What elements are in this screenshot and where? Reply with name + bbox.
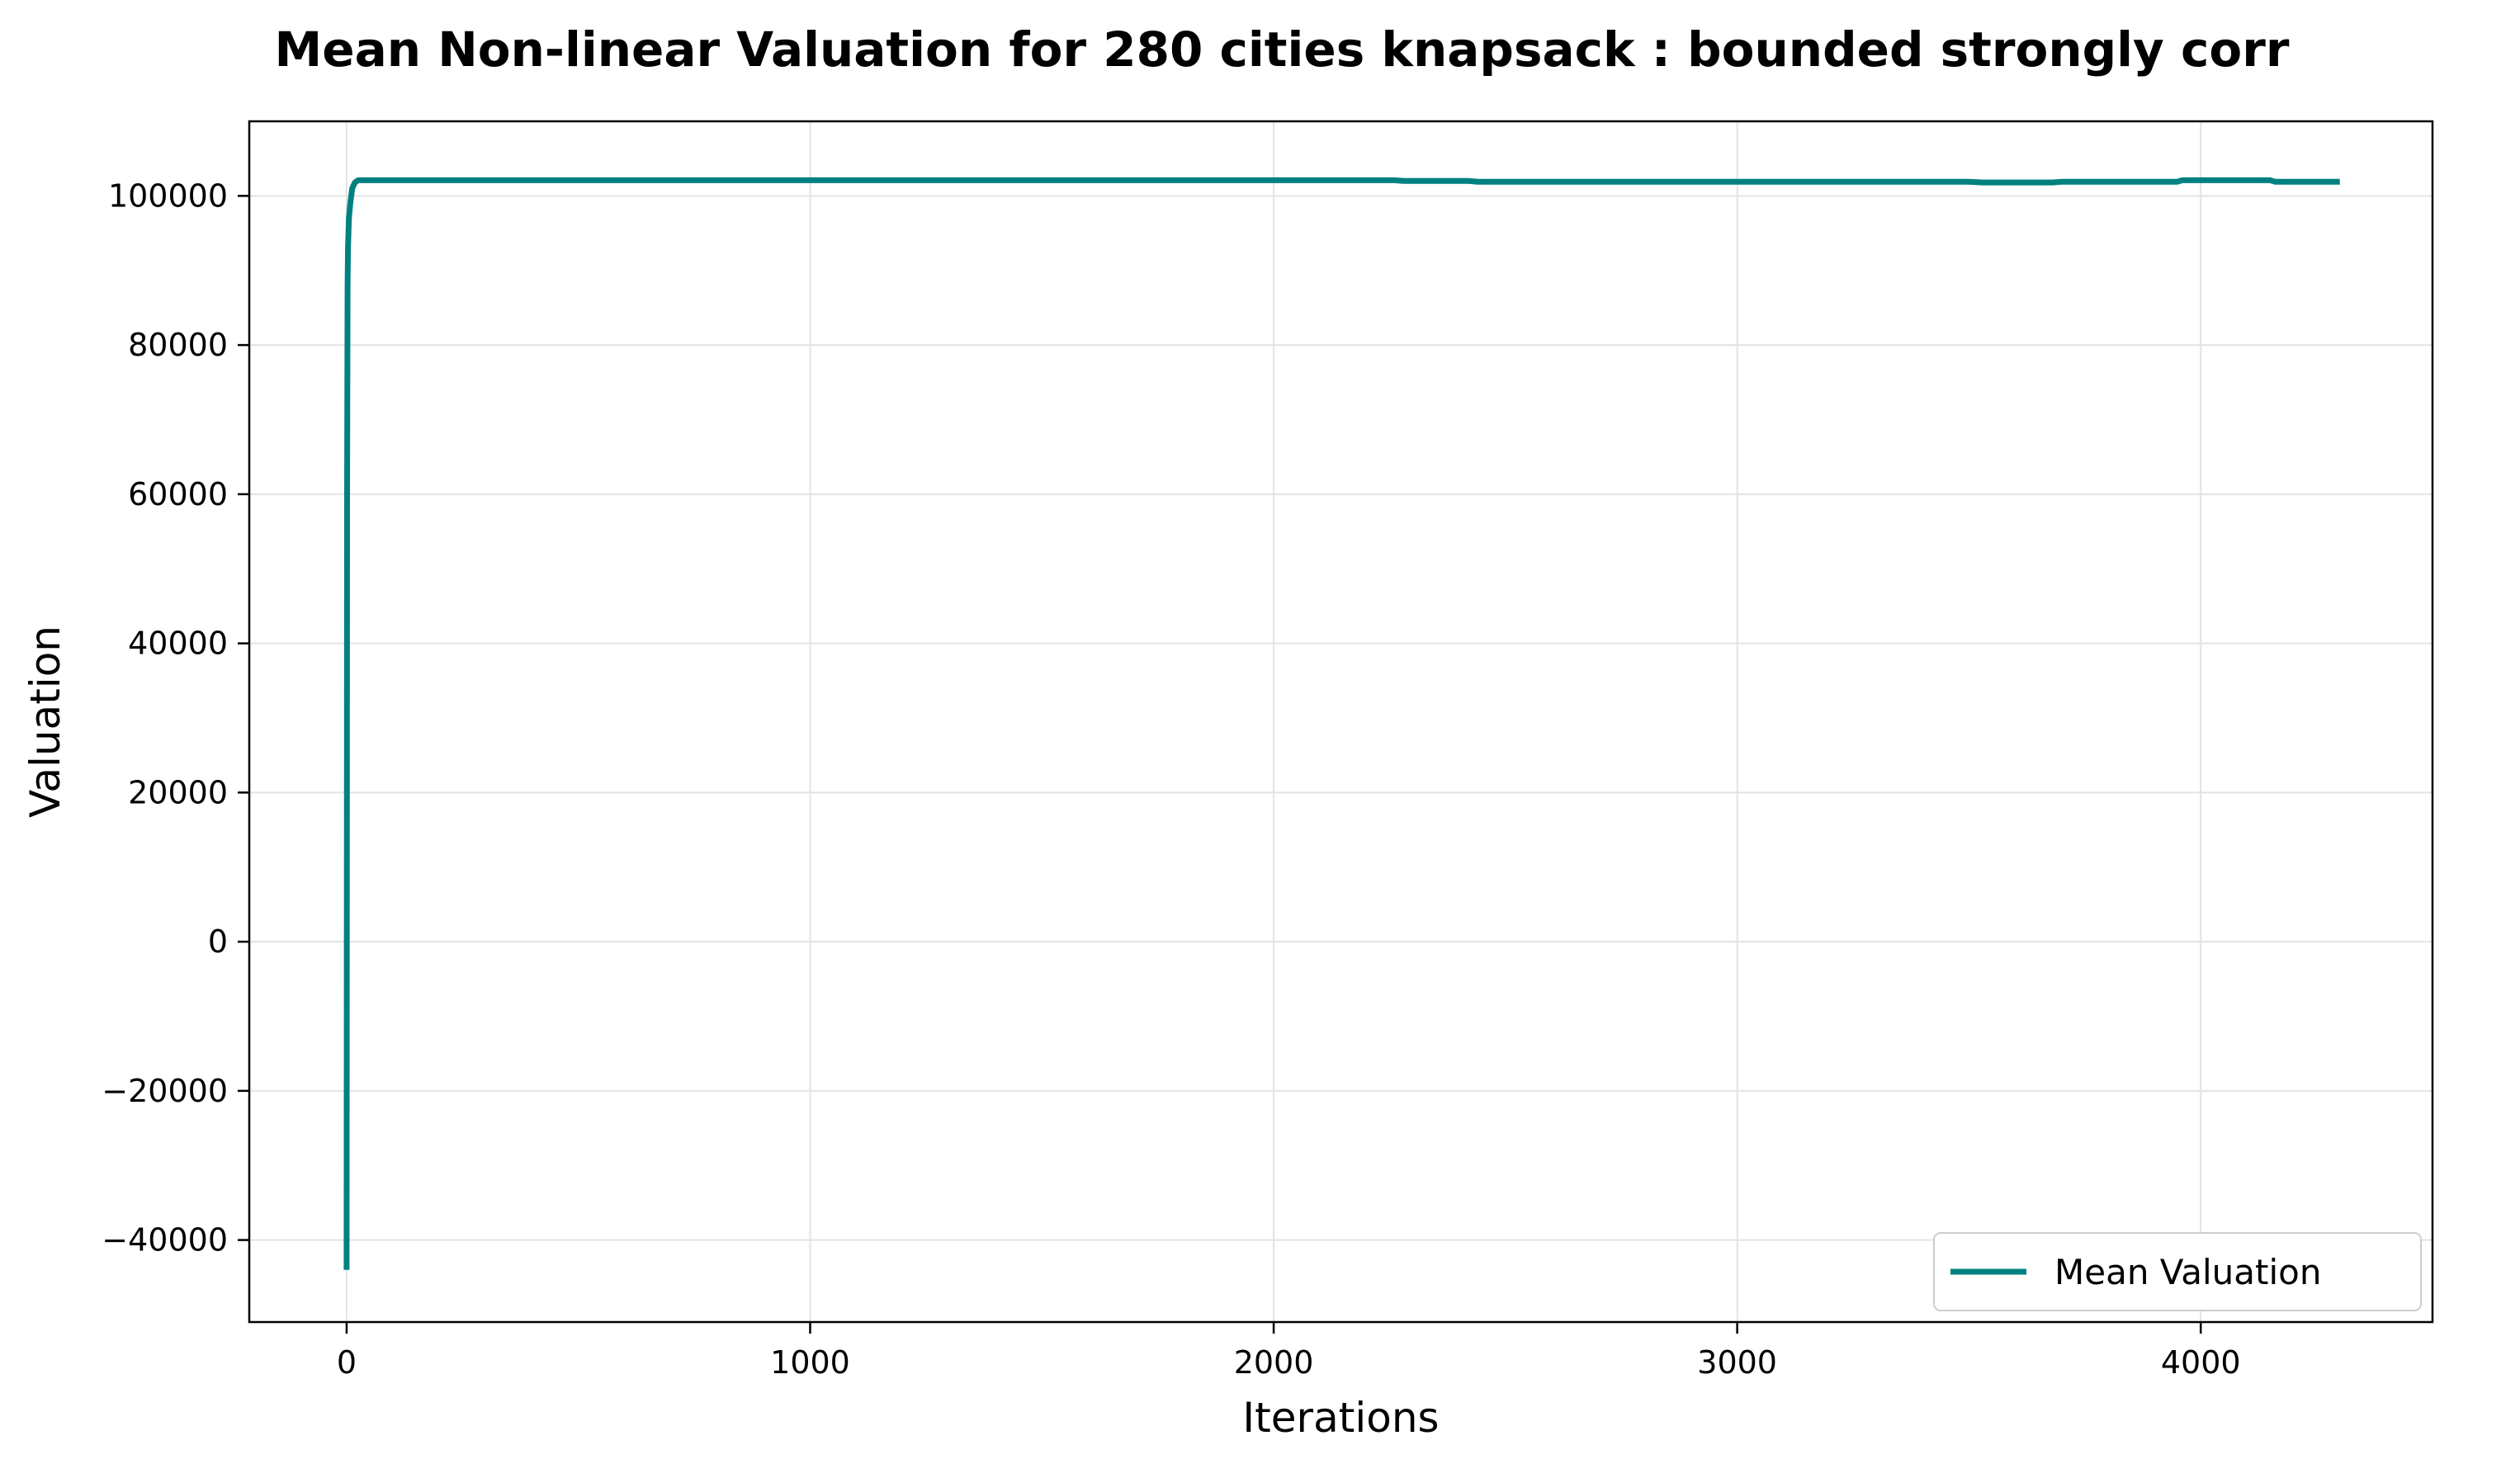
y-tick-label: 40000 bbox=[128, 626, 228, 662]
x-axis-label: Iterations bbox=[1242, 1394, 1439, 1442]
y-tick-label: 0 bbox=[208, 923, 228, 960]
x-tick-label: 3000 bbox=[1697, 1344, 1777, 1381]
y-tick-label: −20000 bbox=[102, 1073, 228, 1109]
grid bbox=[249, 121, 2433, 1322]
y-tick-label: 80000 bbox=[128, 327, 228, 363]
plot-area bbox=[343, 177, 2340, 1270]
y-tick-label: 20000 bbox=[128, 774, 228, 810]
x-tick-label: 4000 bbox=[2161, 1344, 2241, 1381]
x-axis: 0 1000 2000 3000 4000 bbox=[337, 1322, 2241, 1381]
x-tick-label: 2000 bbox=[1234, 1344, 1314, 1381]
legend-label: Mean Valuation bbox=[2054, 1252, 2321, 1292]
legend-box bbox=[1933, 1232, 2422, 1311]
x-tick-label: 0 bbox=[337, 1344, 357, 1381]
series-line-0 bbox=[343, 177, 2340, 1270]
plot-frame bbox=[248, 120, 2434, 1324]
y-tick-label: −40000 bbox=[102, 1222, 228, 1259]
y-tick-label: 60000 bbox=[128, 476, 228, 512]
x-tick-label: 1000 bbox=[770, 1344, 850, 1381]
y-axis-label: Valuation bbox=[21, 626, 69, 818]
y-tick-label: 100000 bbox=[108, 177, 228, 214]
legend: Mean Valuation bbox=[1933, 1232, 2422, 1311]
y-axis: −40000 −20000 0 20000 40000 60000 80000 100000 bbox=[102, 177, 249, 1259]
chart-title: Mean Non-linear Valuation for 280 cities… bbox=[275, 21, 2290, 78]
